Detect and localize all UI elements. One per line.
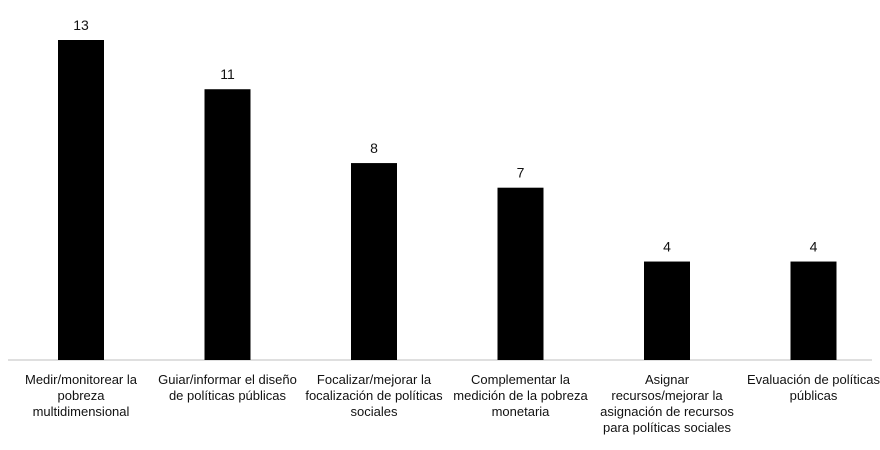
category-label-5: Asignar recursos/mejorar la asignación d… <box>600 372 734 435</box>
bar-5 <box>644 261 690 360</box>
category-label-4: Complementar la medición de la pobreza m… <box>453 372 588 419</box>
bars-group <box>58 40 837 360</box>
data-label-2: 11 <box>220 66 235 82</box>
data-label-6: 4 <box>810 239 818 255</box>
data-label-4: 7 <box>517 165 525 181</box>
category-label-2: Guiar/informar el diseño de políticas pú… <box>158 372 297 403</box>
bar-6 <box>790 261 837 360</box>
bar-4 <box>497 187 544 360</box>
category-label-3: Focalizar/mejorar la focalización de pol… <box>305 372 443 419</box>
data-label-3: 8 <box>370 140 378 156</box>
data-label-5: 4 <box>663 239 671 255</box>
category-label-6: Evaluación de políticas públicas <box>747 372 880 403</box>
bar-2 <box>204 89 251 360</box>
value-labels-group: 13 11 8 7 4 4 <box>73 17 817 255</box>
category-label-1: Medir/monitorear la pobreza multidimensi… <box>25 372 137 419</box>
data-label-1: 13 <box>73 17 89 33</box>
bar-1 <box>58 40 104 360</box>
bar-3 <box>351 163 397 360</box>
